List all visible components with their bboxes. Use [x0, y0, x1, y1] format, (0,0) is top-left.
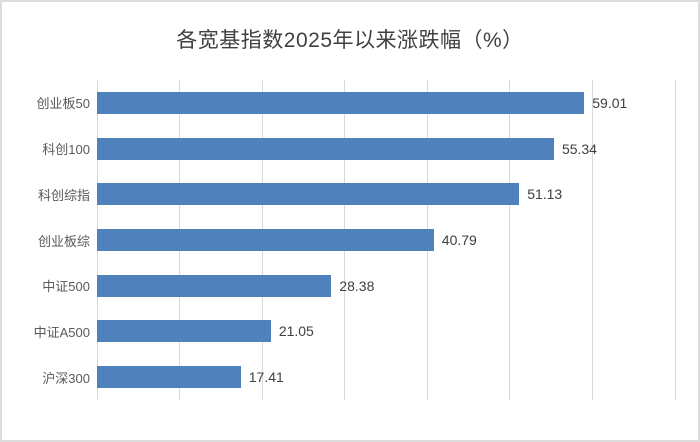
bar-row: 55.34	[97, 126, 675, 172]
bar-row: 17.41	[97, 354, 675, 400]
bar-row: 21.05	[97, 308, 675, 354]
value-label: 28.38	[339, 277, 375, 294]
bar-rows: 59.01 55.34 51.13 40.79 28.38 21.05 17.41	[97, 80, 675, 400]
value-label: 21.05	[278, 323, 314, 340]
bar	[97, 137, 554, 160]
value-label: 17.41	[248, 368, 284, 385]
bar	[97, 228, 434, 251]
bar-row: 28.38	[97, 263, 675, 309]
bar-row: 59.01	[97, 80, 675, 126]
gridline	[591, 80, 593, 400]
category-label: 中证500	[42, 279, 90, 295]
value-label: 55.34	[561, 140, 597, 157]
gridline	[674, 80, 676, 400]
bar	[97, 91, 585, 114]
gridline	[509, 80, 511, 400]
bar	[97, 274, 332, 297]
category-axis: 创业板50 科创100 科创综指创业板综中证500 中证A500 沪深300	[2, 80, 90, 400]
bar	[97, 183, 520, 206]
value-label: 40.79	[441, 231, 477, 248]
category-label: 科创综指	[37, 187, 90, 203]
category-label: 沪深300	[42, 370, 90, 386]
bar	[97, 365, 241, 388]
value-label: 51.13	[527, 186, 563, 203]
category-label: 创业板50	[36, 96, 90, 112]
value-label: 59.01	[592, 94, 628, 111]
category-label: 科创100	[42, 142, 90, 158]
chart-title: 各宽基指数2025年以来涨跌幅（%）	[176, 29, 524, 52]
bar-row: 40.79	[97, 217, 675, 263]
category-label: 中证A500	[33, 324, 90, 340]
plot-area: 59.01 55.34 51.13 40.79 28.38 21.05 17.41	[96, 80, 676, 400]
category-label: 创业板综	[37, 233, 90, 249]
bar-row: 51.13	[97, 171, 675, 217]
bar	[97, 320, 271, 343]
